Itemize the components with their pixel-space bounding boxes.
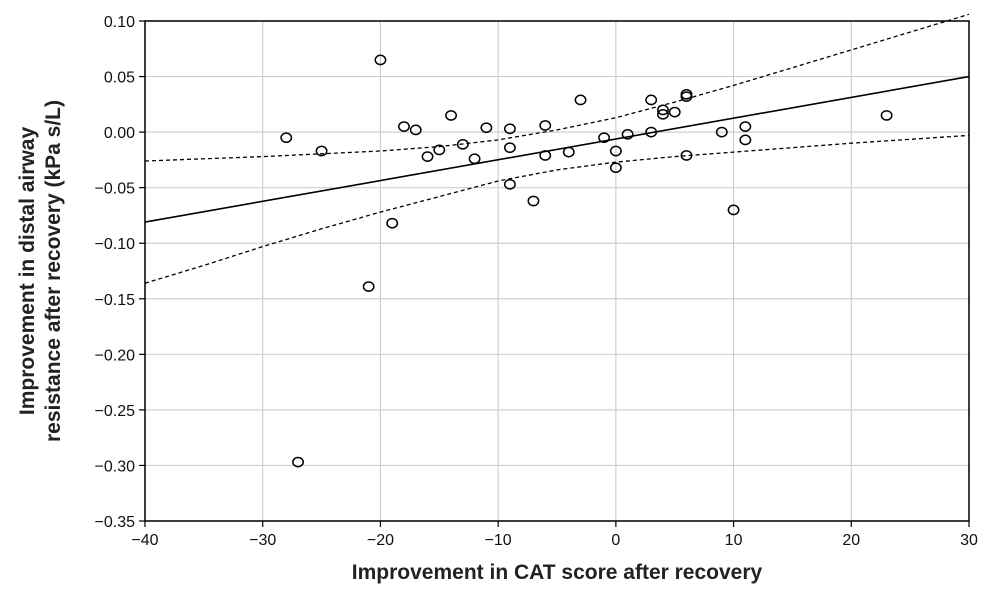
data-point [880, 110, 893, 121]
y-tick-label: −0.15 [95, 292, 136, 309]
data-point [609, 145, 622, 157]
data-point [445, 110, 458, 121]
y-axis-label: Improvement in distal airway resistance … [16, 100, 65, 442]
plot-area-frame [144, 20, 970, 522]
data-point [433, 144, 446, 156]
data-points [280, 54, 893, 468]
x-tick-label: 30 [960, 532, 978, 549]
confidence-band-lower [144, 134, 970, 284]
data-point [280, 132, 293, 144]
y-tick-label: 0.05 [104, 70, 135, 87]
data-point [739, 121, 752, 132]
data-point [503, 123, 516, 135]
data-point [739, 134, 752, 146]
x-tick-label: −30 [249, 532, 276, 549]
data-point [315, 145, 328, 157]
data-point [539, 150, 552, 161]
data-point [398, 121, 410, 132]
y-tick-label: −0.35 [95, 514, 136, 531]
y-tick-label: −0.25 [95, 403, 136, 420]
data-point [562, 146, 575, 158]
data-point [645, 94, 658, 106]
x-tick-label: 20 [842, 532, 860, 549]
y-axis-tick-labels: 0.10 0.05 0.00 −0.05 −0.10 −0.15 −0.20 −0.25 −0.… [95, 14, 136, 531]
x-axis-tick-labels: −40 −30 −20 −10 0 10 20 30 [131, 532, 978, 549]
data-point [609, 162, 622, 174]
data-point [574, 94, 587, 106]
data-point [598, 132, 611, 144]
data-point [480, 122, 493, 134]
x-tick-label: −10 [485, 532, 512, 549]
data-point [503, 142, 516, 154]
data-point [621, 128, 634, 140]
data-point [468, 153, 481, 165]
data-point [680, 91, 693, 102]
data-point [421, 151, 434, 162]
data-point [409, 124, 422, 136]
y-tick-label: 0.00 [104, 125, 135, 142]
data-point [374, 54, 387, 66]
data-point [292, 456, 304, 468]
data-point [680, 150, 693, 161]
x-axis-label: Improvement in CAT score after recovery [352, 561, 763, 584]
axis-ticks [139, 20, 970, 527]
data-point [668, 106, 681, 118]
data-point [503, 178, 516, 190]
y-tick-label: −0.30 [95, 458, 136, 475]
regression-line [144, 75, 970, 223]
data-point [362, 281, 375, 292]
data-point [656, 108, 669, 120]
data-point [656, 104, 669, 116]
y-axis-label-line-2: resistance after recovery (kPa s/L) [42, 100, 65, 442]
data-point [727, 204, 740, 216]
data-point [386, 217, 399, 229]
x-tick-label: 0 [611, 532, 620, 549]
data-point [527, 195, 540, 207]
data-point [539, 120, 552, 131]
data-point [645, 126, 658, 138]
x-tick-label: −40 [131, 532, 158, 549]
fit-lines [144, 13, 970, 284]
y-tick-label: 0.10 [104, 14, 135, 31]
y-tick-label: −0.10 [95, 236, 136, 253]
x-tick-label: −20 [367, 532, 394, 549]
data-point [456, 138, 469, 150]
grid [144, 20, 970, 522]
x-tick-label: 10 [725, 532, 743, 549]
y-tick-label: −0.20 [95, 347, 136, 364]
y-axis-label-line-1: Improvement in distal airway [16, 127, 39, 416]
data-point [715, 126, 728, 138]
y-tick-label: −0.05 [95, 181, 136, 198]
confidence-band-upper [144, 13, 970, 162]
